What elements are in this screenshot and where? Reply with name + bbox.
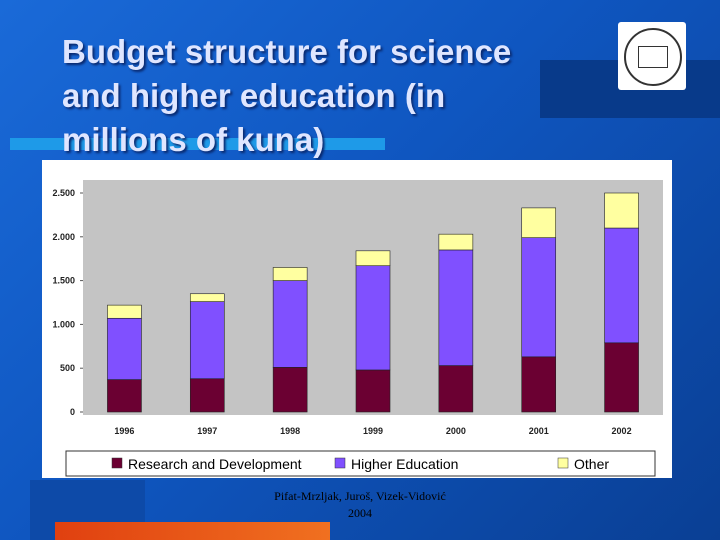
bar-segment [438, 249, 474, 366]
bar-segment [604, 227, 639, 344]
x-tick-label: 1999 [363, 426, 383, 436]
bar-segment [355, 369, 391, 413]
bar-segment [355, 250, 391, 267]
bar-segment [189, 301, 225, 380]
footer-year: 2004 [348, 506, 372, 520]
legend-swatch [334, 457, 346, 469]
bar-segment [189, 378, 225, 413]
bar-segment [107, 317, 142, 380]
y-tick-label: 2.500 [52, 188, 75, 198]
legend-swatch [111, 457, 123, 469]
bar-segment [521, 356, 557, 413]
legend [65, 450, 656, 477]
bar-segment [604, 342, 639, 413]
y-tick-label: 500 [60, 363, 75, 373]
bar-segment [272, 267, 308, 281]
bar-segment [438, 365, 474, 413]
legend-swatch [557, 457, 569, 469]
y-tick-label: 0 [70, 407, 75, 417]
bar-segment [521, 237, 557, 358]
decor-orange [55, 522, 330, 540]
bar-segment [189, 293, 225, 302]
slide-title: Budget structure for science and higher … [62, 33, 512, 158]
legend-label: Other [574, 456, 609, 472]
footer-authors: Pifat-Mrzljak, Juroš, Vizek-Vidović [274, 489, 446, 503]
x-tick-label: 2001 [529, 426, 549, 436]
legend-label: Research and Development [128, 456, 302, 472]
bar-segment [272, 367, 308, 413]
decor-bar [10, 138, 385, 150]
x-tick-label: 2002 [612, 426, 632, 436]
bar-segment [438, 233, 474, 251]
bar-segment [107, 304, 142, 319]
y-tick-label: 1.000 [52, 319, 75, 329]
bar-segment [107, 379, 142, 413]
y-tick-label: 2.000 [52, 232, 75, 242]
y-tick-label: 1.500 [52, 276, 75, 286]
x-tick-label: 2000 [446, 426, 466, 436]
legend-label: Higher Education [351, 456, 458, 472]
logo [618, 22, 686, 90]
x-tick-label: 1998 [280, 426, 300, 436]
x-tick-label: 1996 [114, 426, 134, 436]
x-tick-label: 1997 [197, 426, 217, 436]
footer: Pifat-Mrzljak, Juroš, Vizek-Vidović 2004 [220, 488, 500, 522]
bar-segment [521, 207, 557, 238]
bar-segment [604, 192, 639, 229]
bar-segment [272, 280, 308, 368]
bar-segment [355, 265, 391, 371]
